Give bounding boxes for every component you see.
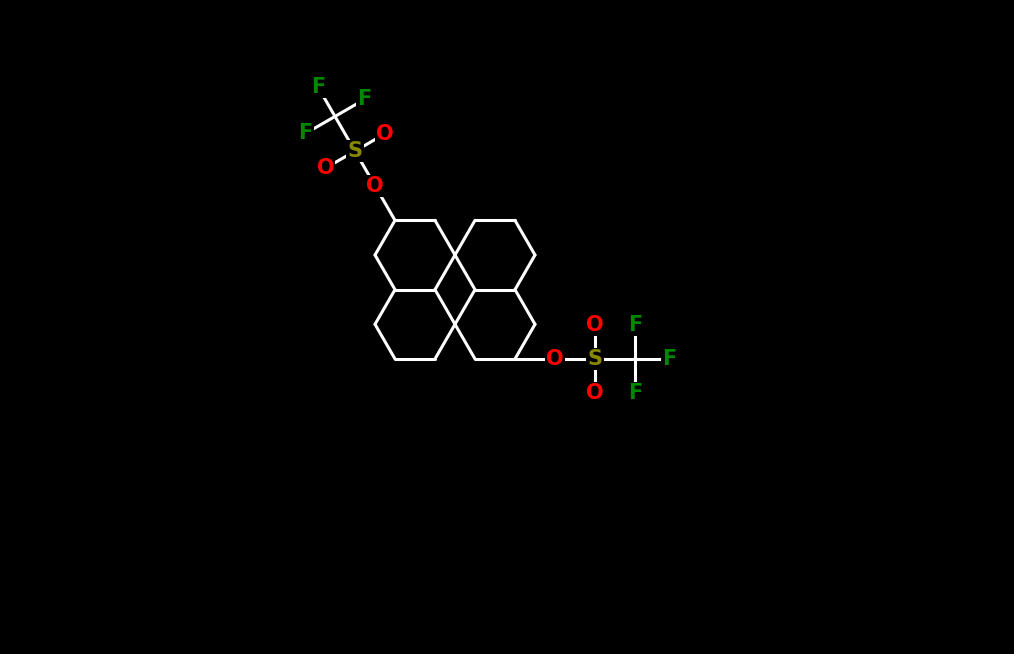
Text: F: F	[298, 124, 312, 143]
Text: O: O	[366, 176, 384, 196]
Text: O: O	[316, 158, 335, 178]
Text: F: F	[662, 349, 676, 369]
Text: O: O	[586, 315, 603, 335]
Text: S: S	[348, 141, 362, 161]
Text: F: F	[628, 383, 642, 403]
Text: O: O	[375, 124, 393, 144]
Text: S: S	[587, 349, 602, 369]
Text: O: O	[586, 383, 603, 403]
Text: F: F	[311, 77, 325, 97]
Text: F: F	[628, 315, 642, 335]
Text: O: O	[547, 349, 564, 369]
Text: F: F	[357, 90, 371, 109]
